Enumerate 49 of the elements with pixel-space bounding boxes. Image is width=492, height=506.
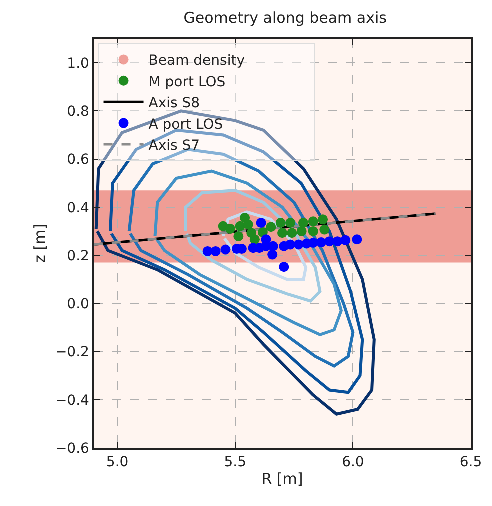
point: [210, 246, 221, 256]
point: [268, 250, 278, 260]
point: [286, 218, 296, 228]
y-tick-label: 0.0: [67, 296, 90, 313]
point: [278, 228, 288, 238]
point: [340, 235, 351, 246]
point: [279, 262, 290, 272]
y-tick-label: −0.4: [55, 392, 90, 409]
y-tick-label: 0.4: [67, 200, 90, 216]
point: [234, 232, 244, 242]
x-tick-label: 5.5: [224, 454, 247, 471]
y-tick-label: 0.8: [67, 104, 90, 120]
y-tick-label: 1.0: [67, 56, 90, 72]
line-series: [184, 189, 322, 303]
x-tick-label: 5.0: [106, 454, 129, 471]
line-series: [94, 110, 376, 416]
chart-title: Geometry along beam axis: [184, 9, 388, 28]
line-series: [222, 210, 308, 282]
x-tick-label: 6.0: [342, 454, 364, 471]
point: [268, 241, 278, 252]
y-tick-label: 0.2: [67, 248, 90, 264]
point: [296, 226, 307, 236]
point: [225, 224, 236, 234]
legend-label: M port LOS: [148, 74, 226, 90]
point: [287, 228, 298, 238]
point: [246, 228, 257, 238]
y-axis-title: z [m]: [31, 224, 50, 263]
point: [352, 234, 362, 245]
point: [220, 244, 231, 255]
point: [308, 226, 318, 236]
y-tick-label: −0.2: [55, 344, 90, 361]
point: [316, 238, 326, 248]
point: [308, 216, 318, 227]
point: [298, 218, 308, 228]
point: [320, 224, 330, 235]
point: [276, 218, 286, 228]
point: [243, 220, 254, 230]
point: [286, 240, 296, 250]
x-tick-label: 6.5: [460, 454, 482, 471]
legend-label: Beam density: [148, 53, 245, 70]
point: [318, 214, 328, 225]
line-series: [154, 170, 343, 336]
y-tick-label: 0.6: [67, 152, 90, 168]
point: [266, 222, 276, 232]
point: [256, 218, 266, 228]
y-tick-label: −0.6: [55, 440, 90, 457]
point: [235, 221, 246, 232]
x-axis-title: R [m]: [262, 470, 304, 488]
legend-label: Axis S8: [148, 96, 200, 112]
